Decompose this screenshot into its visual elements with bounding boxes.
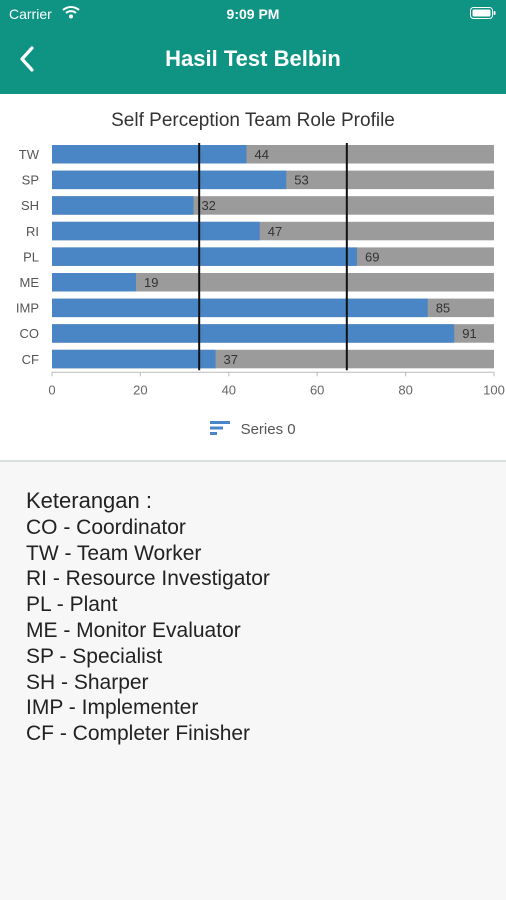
info-item: ME - Monitor Evaluator [26, 618, 241, 642]
info-item: RI - Resource Investigator [26, 567, 270, 591]
info-item: SH - Sharper [26, 670, 149, 694]
bar-chart: Self Perception Team Role Profile TW 44 SP 5… [16, 110, 505, 397]
data-label: 53 [294, 173, 308, 188]
data-label: 44 [254, 147, 268, 162]
category-label: CO [20, 326, 40, 341]
data-label: 91 [462, 326, 476, 341]
info-item: CO - Coordinator [26, 515, 186, 539]
app-header: Carrier 9:09 PM Hasil Test Belbin [0, 0, 506, 94]
x-tick-label: 100 [483, 382, 505, 397]
x-tick-label: 0 [48, 382, 55, 397]
carrier-label: Carrier [9, 6, 52, 22]
info-item: CF - Completer Finisher [26, 722, 251, 746]
category-label: TW [19, 147, 40, 162]
back-button[interactable] [14, 44, 44, 74]
category-label: IMP [16, 301, 39, 316]
chevron-left-icon [20, 46, 34, 72]
category-label: PL [23, 249, 39, 264]
data-label: 47 [268, 224, 282, 239]
data-label: 85 [436, 301, 450, 316]
category-label: CF [22, 352, 39, 367]
bar-chart-icon [210, 421, 231, 435]
x-tick-label: 20 [133, 382, 147, 397]
data-label: 69 [365, 249, 379, 264]
bar [52, 221, 260, 241]
info-title: Keterangan : [26, 488, 152, 513]
legend-label: Series 0 [240, 421, 296, 438]
bar [52, 298, 428, 318]
data-label: 32 [201, 198, 215, 213]
info-item: SP - Specialist [26, 644, 163, 668]
bar [52, 273, 136, 292]
wifi-icon [62, 6, 80, 19]
status-time: 9:09 PM [226, 6, 280, 22]
chart-title: Self Perception Team Role Profile [111, 110, 395, 131]
data-label: 19 [144, 275, 158, 290]
bar [52, 349, 216, 369]
bar-track [52, 273, 494, 292]
data-label: 37 [224, 352, 238, 367]
battery-icon [470, 7, 496, 19]
status-bar: Carrier 9:09 PM [0, 0, 506, 28]
bar [52, 324, 455, 343]
bar [52, 196, 194, 215]
page-title: Hasil Test Belbin [165, 46, 341, 71]
x-tick-label: 60 [310, 382, 324, 397]
chart-panel: Self Perception Team Role Profile TW 44 SP 5… [0, 94, 506, 462]
category-label: RI [26, 224, 39, 239]
info-item: TW - Team Worker [26, 541, 202, 565]
bar [52, 145, 247, 164]
category-label: SH [21, 198, 39, 213]
bar [52, 170, 287, 190]
category-label: ME [20, 275, 40, 290]
category-label: SP [22, 173, 39, 188]
x-tick-label: 80 [398, 382, 412, 397]
info-item: IMP - Implementer [26, 696, 199, 720]
chart-legend: Series 0 [0, 420, 506, 438]
x-tick-label: 40 [222, 382, 236, 397]
legend-description: Keterangan : CO - Coordinator TW - Team … [26, 488, 270, 747]
bar [52, 247, 357, 266]
info-item: PL - Plant [26, 593, 118, 617]
